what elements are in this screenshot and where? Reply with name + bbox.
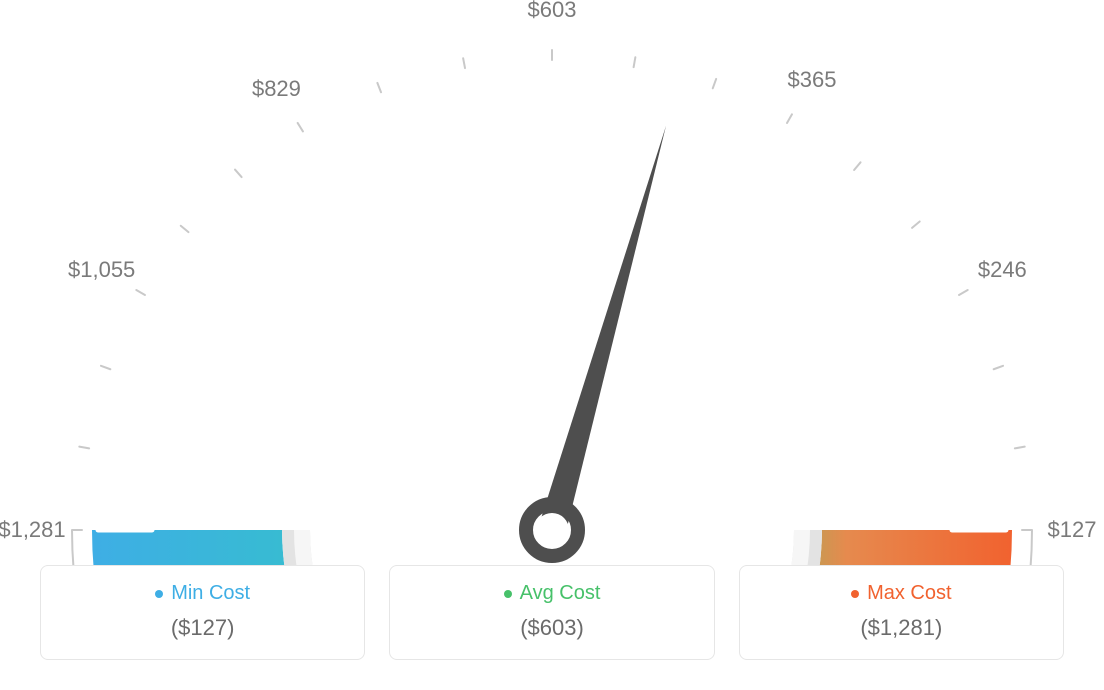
legend-label-min: Min Cost [59, 582, 346, 605]
legend-avg-value: ($603) [408, 615, 695, 641]
gauge-svg [0, 10, 1104, 570]
gauge-tick-label: $246 [978, 257, 1027, 283]
gauge-chart: $127$246$365$603$829$1,055$1,281 [0, 10, 1104, 570]
legend-min-text: Min Cost [171, 582, 250, 605]
legend-label-avg: Avg Cost [408, 582, 695, 605]
gauge-tick-label: $1,281 [0, 517, 66, 543]
legend-card-avg: Avg Cost ($603) [389, 565, 714, 660]
gauge-tick-label: $365 [788, 67, 837, 93]
legend-row: Min Cost ($127) Avg Cost ($603) Max Cost… [40, 565, 1064, 660]
dot-icon [504, 590, 512, 598]
legend-card-min: Min Cost ($127) [40, 565, 365, 660]
legend-card-max: Max Cost ($1,281) [739, 565, 1064, 660]
legend-max-text: Max Cost [867, 582, 951, 605]
gauge-tick-label: $127 [1048, 517, 1097, 543]
gauge-tick-label: $1,055 [68, 257, 135, 283]
dot-icon [155, 590, 163, 598]
dot-icon [851, 590, 859, 598]
legend-avg-text: Avg Cost [520, 582, 601, 605]
gauge-tick-label: $603 [528, 0, 577, 23]
chart-container: $127 $246 $365 $603 $829 $1,055 $1,281 Min Cos… [0, 0, 1104, 690]
legend-max-value: ($1,281) [758, 615, 1045, 641]
gauge-tick-label: $829 [252, 76, 301, 102]
legend-min-value: ($127) [59, 615, 346, 641]
legend-label-max: Max Cost [758, 582, 1045, 605]
